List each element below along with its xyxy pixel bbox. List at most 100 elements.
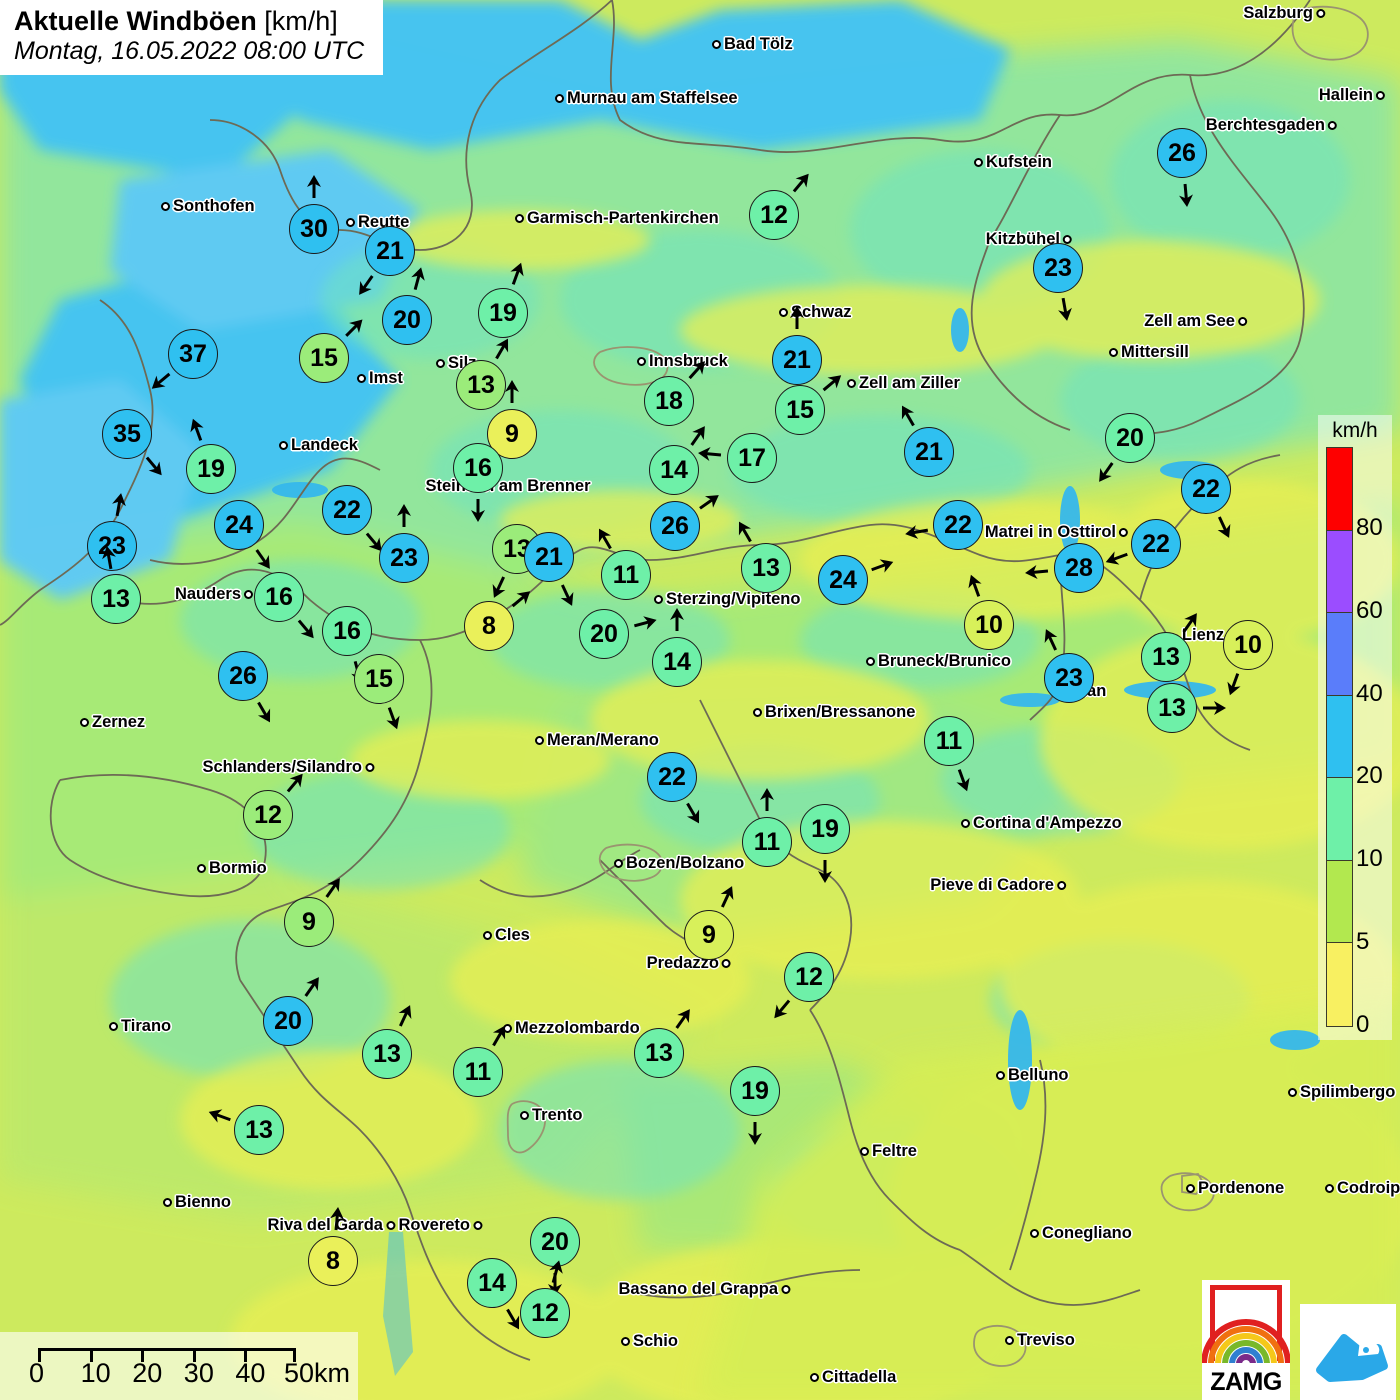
city-name: Mittersill	[1121, 343, 1189, 361]
city-label: Matrei in Osttirol	[985, 523, 1128, 542]
city-name: Bassano del Grappa	[618, 1280, 778, 1298]
wind-gust-value: 21	[904, 427, 954, 477]
city-name: Riva del Garda	[267, 1216, 383, 1234]
wind-gust-value: 22	[322, 485, 372, 535]
city-label: Cittadella	[810, 1368, 896, 1387]
wind-direction-arrow	[1172, 605, 1208, 641]
wind-direction-arrow	[465, 497, 491, 523]
arrow-svg	[255, 549, 270, 570]
wind-gust-value: 24	[214, 500, 264, 550]
wind-direction-arrow	[754, 787, 780, 813]
wind-gust-value: 22	[933, 500, 983, 550]
arrow-svg	[901, 405, 915, 426]
wind-gust-value: 35	[102, 409, 152, 459]
city-name: Matrei in Osttirol	[984, 523, 1116, 541]
wind-direction-arrow	[812, 858, 838, 884]
arrow-svg	[304, 976, 319, 997]
city-label: Berchtesgaden	[1206, 116, 1337, 135]
wind-gust-value: 24	[818, 555, 868, 605]
city-label: Bad Tölz	[712, 35, 793, 54]
city-label: Kitzbühel	[986, 230, 1072, 249]
city-label: Spilimbergo	[1288, 1083, 1395, 1102]
wind-gust-value: 12	[749, 190, 799, 240]
arrow-svg	[190, 418, 204, 441]
city-label: Lienz	[1182, 626, 1224, 645]
wind-direction-arrow	[890, 398, 926, 434]
city-dot-icon	[637, 357, 646, 366]
city-name: Kitzbühel	[985, 230, 1060, 248]
city-dot-icon	[996, 1071, 1005, 1080]
city-dot-icon	[974, 158, 983, 167]
city-name: Berchtesgaden	[1205, 116, 1325, 134]
arrow-svg	[598, 528, 612, 549]
city-dot-icon	[109, 1022, 118, 1031]
city-label: Landeck	[279, 436, 358, 455]
wind-direction-arrow	[348, 267, 384, 303]
wind-direction-arrow	[501, 257, 534, 290]
wind-direction-arrow	[315, 870, 351, 906]
city-name: Conegliano	[1042, 1224, 1132, 1242]
city-dot-icon	[163, 1198, 172, 1207]
city-name: Innsbruck	[649, 352, 728, 370]
city-dot-icon	[847, 379, 856, 388]
wind-gust-value: 11	[924, 716, 974, 766]
city-name: Nauders	[174, 585, 241, 603]
city-label: Bruneck/Brunico	[866, 652, 1011, 671]
city-label: Kufstein	[974, 153, 1052, 172]
city-dot-icon	[520, 1111, 529, 1120]
wind-direction-arrow	[482, 570, 517, 605]
city-dot-icon	[781, 1285, 790, 1294]
wind-direction-arrow	[1201, 695, 1227, 721]
wind-gust-value: 20	[382, 295, 432, 345]
city-label: Nauders	[175, 585, 253, 604]
legend-band	[1327, 448, 1352, 531]
city-dot-icon	[1057, 881, 1066, 890]
legend-tick: 40	[1356, 679, 1383, 707]
scale-tick	[141, 1351, 145, 1362]
zamg-frame	[1210, 1285, 1282, 1361]
wind-gust-value: 26	[218, 651, 268, 701]
city-name: Bozen/Bolzano	[626, 854, 745, 872]
city-label: Rovereto	[398, 1216, 482, 1235]
wind-direction-arrow	[335, 310, 372, 347]
wind-direction-arrow	[481, 1018, 517, 1054]
city-label: Hallein	[1319, 86, 1385, 105]
wind-gust-value: 19	[186, 444, 236, 494]
city-label: Treviso	[1005, 1331, 1075, 1350]
city-dot-icon	[515, 214, 524, 223]
arrow-svg	[505, 380, 519, 403]
title-unit: [km/h]	[264, 6, 338, 36]
wind-direction-arrow	[387, 999, 422, 1034]
wind-direction-arrow	[503, 581, 540, 618]
wind-gust-value: 22	[1131, 519, 1181, 569]
city-dot-icon	[866, 657, 875, 666]
wind-direction-arrow	[947, 764, 980, 797]
arrow-svg	[506, 1309, 520, 1330]
legend-band	[1327, 613, 1352, 696]
arrow-svg	[492, 576, 506, 598]
mountain-cloud-icon	[1316, 1334, 1388, 1382]
wind-gust-value: 30	[289, 204, 339, 254]
city-dot-icon	[1005, 1336, 1014, 1345]
arrow-svg	[145, 456, 162, 476]
wind-direction-arrow	[727, 514, 763, 550]
city-label: Steinach am Brenner	[425, 477, 590, 496]
wind-gust-value: 17	[727, 433, 777, 483]
arrow-svg	[359, 275, 374, 296]
city-label: Mittersill	[1109, 343, 1189, 362]
rainbow-svg	[1202, 1319, 1290, 1363]
wind-gust-value: 23	[379, 533, 429, 583]
city-name: Schwaz	[791, 303, 852, 321]
wind-direction-arrow	[549, 578, 584, 613]
arrow-svg	[560, 584, 574, 606]
city-name: Tirano	[121, 1017, 172, 1035]
city-dot-icon	[753, 708, 762, 717]
title-box: Aktuelle Windböen [km/h] Montag, 16.05.2…	[0, 0, 383, 74]
city-dot-icon	[357, 374, 366, 383]
wind-direction-arrow	[323, 1205, 351, 1233]
wind-direction-arrow	[484, 331, 520, 367]
city-dot-icon	[779, 308, 788, 317]
city-dot-icon	[161, 202, 170, 211]
wind-gust-value: 13	[456, 360, 506, 410]
city-name: Schlanders/Silandro	[202, 758, 362, 776]
